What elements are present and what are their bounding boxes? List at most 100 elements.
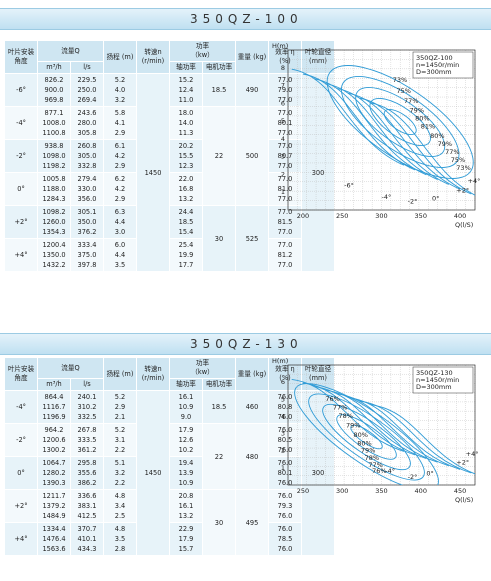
angle-label: +4°	[466, 450, 479, 458]
value: 6.2	[114, 175, 126, 183]
value: 240.1	[77, 393, 97, 401]
value: 4.8	[114, 492, 126, 500]
header-text: m³/h	[46, 380, 62, 388]
motor-cell: 22	[202, 106, 236, 206]
header-cell: 扬程 (m)	[103, 40, 137, 74]
value: 81.2	[277, 251, 293, 259]
value: 355.6	[77, 469, 97, 477]
section-title: 350QZ-130	[190, 337, 303, 351]
header-cell: 电机功率	[202, 378, 236, 391]
value-cell: 5.2 3.1 2.2	[103, 423, 137, 457]
value: 243.6	[77, 109, 97, 117]
weight-cell: 490	[235, 73, 269, 107]
value-cell: 18.0 14.0 11.3	[169, 106, 203, 140]
header-text: 效率 η (%)	[275, 48, 295, 65]
spec-table: 叶片安装角度 流量Q 扬程 (m) 转速n (r/min) 功率（kw） 重量 (kg) 效…	[4, 357, 335, 556]
weight-cell: 495	[235, 489, 269, 556]
value-cell: 5.1 3.2 2.2	[103, 456, 137, 490]
value: 1005.8	[42, 175, 66, 183]
value: 269.4	[77, 96, 97, 104]
group-row: +2° 1211.7 1379.2 1484.9 336.6 383.1 412.5 4.8 3…	[4, 489, 335, 556]
value: 80.7	[277, 152, 293, 160]
y-tick-label: 6	[281, 378, 285, 386]
value: 17.9	[178, 426, 194, 434]
header-text: 叶轮直径 (mm)	[304, 48, 332, 65]
value: 2.1	[114, 413, 126, 421]
efficiency-label: 78%	[338, 412, 352, 420]
y-tick-label: 3	[281, 430, 285, 438]
angle-label: +2°	[456, 459, 469, 467]
group-row: +4° 1200.4 1350.0 1432.2 333.4 375.0 397.8 6.0 4…	[4, 238, 335, 272]
value: 1284.3	[42, 195, 66, 203]
value: 77.0	[277, 261, 293, 269]
section-title: 350QZ-100	[190, 12, 303, 26]
value: 2.9	[114, 403, 126, 411]
value: 3.0	[114, 228, 126, 236]
weight-cell: 500	[235, 106, 269, 206]
section-header: 350QZ-100	[0, 8, 491, 30]
value: 1476.4	[42, 535, 66, 543]
value-cell: 6.0 4.4 3.5	[103, 238, 137, 272]
value: 1116.7	[42, 403, 66, 411]
value-cell: 243.6 280.0 305.8	[70, 106, 104, 140]
value: 13.2	[178, 512, 194, 520]
x-tick-label: 400	[415, 487, 427, 495]
angle-cell: +4°	[4, 522, 38, 556]
group-row: -2° 938.8 1098.0 1198.2 260.8 305.0 332.8 6.1 4.…	[4, 139, 335, 173]
value-cell: 24.4 18.5 15.4	[169, 205, 203, 239]
value: 1200.4	[42, 241, 66, 249]
header-text: l/s	[83, 63, 91, 71]
header-text: 流量Q	[61, 46, 80, 55]
value: 76.0	[277, 492, 293, 500]
value: 310.2	[77, 403, 97, 411]
value-cell: 6.1 4.2 2.9	[103, 139, 137, 173]
value-cell: 77.0 81.5 77.0	[268, 205, 302, 239]
value-cell: 76.0 78.5 76.0	[268, 522, 302, 556]
angle-cell: -2°	[4, 139, 38, 173]
y-tick-label: 6	[281, 99, 285, 107]
value: 410.1	[77, 535, 97, 543]
value: 2.5	[114, 512, 126, 520]
value: 13.9	[178, 469, 194, 477]
value: 76.0	[277, 413, 293, 421]
header-row: m³/h l/s 轴功率 电机功率	[5, 378, 335, 391]
value: 80.1	[277, 469, 293, 477]
motor-cell: 18.5	[202, 390, 236, 424]
value-cell: 5.2 4.0 3.2	[103, 73, 137, 107]
efficiency-contour	[326, 65, 474, 179]
value: 13.2	[178, 195, 194, 203]
value: 4.8	[114, 525, 126, 533]
value: 969.8	[44, 96, 64, 104]
value: 356.0	[77, 195, 97, 203]
value: 5.2	[114, 426, 126, 434]
note-line: 350QZ-130	[416, 369, 453, 377]
value-cell: 864.4 1116.7 1196.9	[37, 390, 71, 424]
value: 1334.4	[42, 525, 66, 533]
value-cell: 76.0 80.1 76.0	[268, 456, 302, 490]
performance-chart: H(m) Q(l/S) 1 2 3 4 5 6 250 300 350 400 450 350QZ-130…	[272, 357, 479, 504]
value: 6.3	[114, 208, 126, 216]
performance-chart: H(m) Q(l/S) 1 2 3 4 5 6 7 8 200 250 300 350 400 350QZ-1…	[272, 42, 480, 229]
value-cell: 22.9 17.9 15.7	[169, 522, 203, 556]
weight-cell: 460	[235, 390, 269, 424]
value: 1211.7	[42, 492, 66, 500]
value-cell: 295.8 355.6 386.2	[70, 456, 104, 490]
value: 1280.2	[42, 469, 66, 477]
value: 81.0	[277, 185, 293, 193]
header-cell: 重量 (kg)	[235, 357, 269, 391]
angle-cell: -6°	[4, 73, 38, 107]
header-text: 电机功率	[205, 380, 233, 388]
value: 305.1	[77, 208, 97, 216]
value-cell: 1005.8 1188.0 1284.3	[37, 172, 71, 206]
header-cell: 电机功率	[202, 61, 236, 74]
value: 2.2	[114, 479, 126, 487]
header-cell: 转速n (r/min)	[136, 357, 170, 391]
header-row: 叶片安装角度 流量Q 扬程 (m) 转速n (r/min) 功率（kw） 重量 (kg) 效…	[4, 40, 335, 74]
efficiency-label: 77%	[404, 97, 418, 105]
value: 332.8	[77, 162, 97, 170]
header-text: 重量 (kg)	[237, 52, 267, 61]
group-row: -6° 826.2 900.0 969.8 229.5 250.0 269.4 5.2 4.0 3…	[4, 73, 335, 272]
efficiency-label: 80%	[415, 114, 429, 122]
value-cell: 77.0 81.2 77.0	[268, 238, 302, 272]
angle-label: 0°	[432, 194, 439, 202]
